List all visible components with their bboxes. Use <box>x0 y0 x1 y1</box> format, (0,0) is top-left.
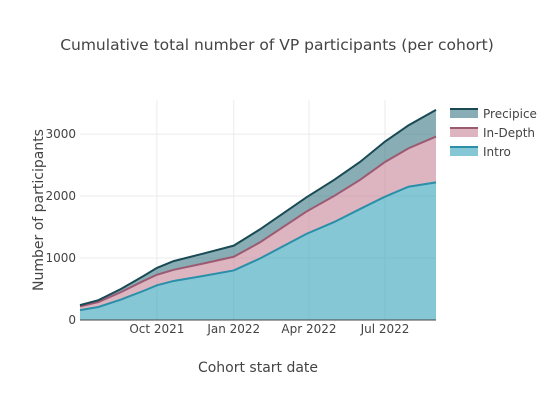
x-tick-label: Oct 2021 <box>129 322 184 336</box>
y-axis-title: Number of participants <box>31 129 47 291</box>
line-in-depth <box>79 135 437 308</box>
x-tick-label: Jul 2022 <box>360 322 410 336</box>
y-tick-label: 1000 <box>45 251 76 265</box>
legend-label: In-Depth <box>483 126 535 140</box>
legend-swatch <box>450 128 478 137</box>
y-tick-label: 0 <box>68 313 76 327</box>
area-intro <box>80 182 436 320</box>
legend-swatch <box>450 147 478 156</box>
legend-swatch <box>450 109 478 118</box>
legend[interactable]: Precipice In-Depth Intro <box>450 107 537 159</box>
x-axis-title: Cohort start date <box>198 360 318 376</box>
chart-title: Cumulative total number of VP participan… <box>60 36 494 54</box>
x-axis-ticks: Oct 2021 Jan 2022 Apr 2022 Jul 2022 <box>129 322 409 336</box>
legend-item-intro[interactable]: Intro <box>450 145 511 159</box>
series-lines <box>79 109 437 312</box>
y-tick-label: 2000 <box>45 189 76 203</box>
line-precipice <box>79 109 437 307</box>
line-intro <box>79 181 437 312</box>
legend-label: Precipice <box>483 107 537 121</box>
x-tick-label: Jan 2022 <box>206 322 260 336</box>
y-axis-ticks: 0 1000 2000 3000 <box>45 127 76 327</box>
x-tick-label: Apr 2022 <box>281 322 336 336</box>
areas <box>80 109 436 320</box>
legend-label: Intro <box>483 145 511 159</box>
legend-item-in-depth[interactable]: In-Depth <box>450 126 535 140</box>
y-tick-label: 3000 <box>45 127 76 141</box>
legend-item-precipice[interactable]: Precipice <box>450 107 537 121</box>
